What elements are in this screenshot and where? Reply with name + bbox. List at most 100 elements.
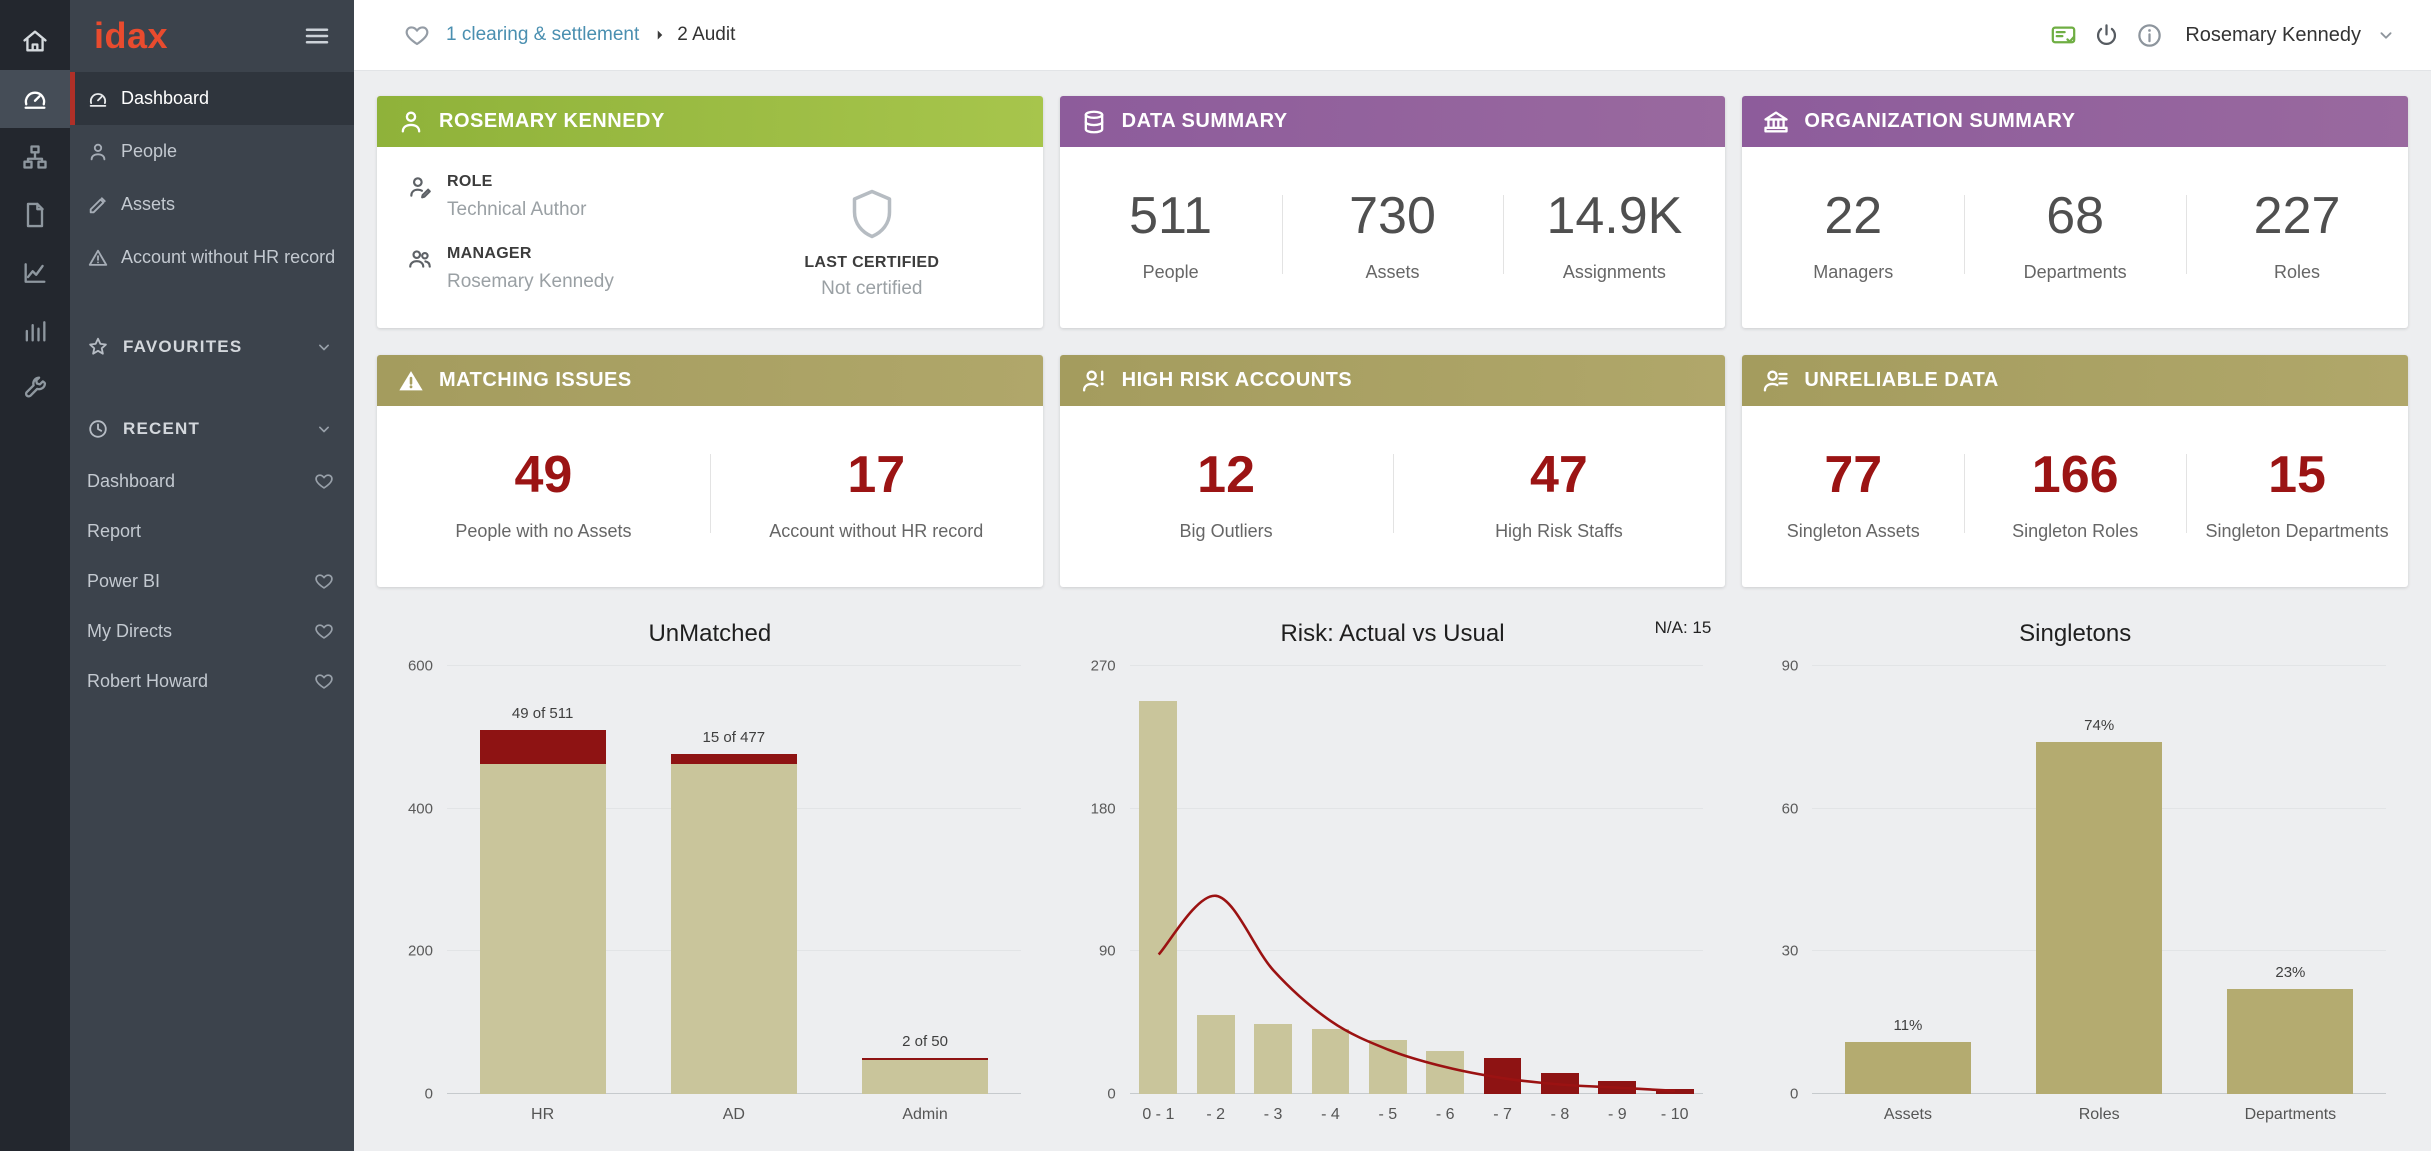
y-tick-label: 0 [1789,1085,1799,1103]
recent-item-label: Robert Howard [87,670,209,691]
chevron-down-icon [319,344,329,351]
recent-chevron[interactable] [314,419,334,439]
y-tick-label: 60 [1781,800,1799,818]
power-button[interactable] [2093,22,2120,49]
person-list-header-icon [1762,367,1790,395]
stat-value: 22 [1824,187,1883,245]
recent-item-my-directs[interactable]: My Directs [70,606,354,656]
x-tick-label: HR [531,1106,555,1123]
chart-plot-area: 0 30 60 90 11% 74% 23% [1782,658,2386,1103]
star-icon [89,337,107,355]
sidebar-item-account-without-hr-record[interactable]: Account without HR record [70,231,354,284]
favourites-chevron[interactable] [314,337,334,357]
people-icon [409,250,431,268]
favourites-section-header[interactable]: FAVOURITES [70,320,354,374]
heart-button[interactable] [314,671,334,691]
x-tick-label: - 6 [1435,1106,1455,1123]
stat-value: 511 [1129,187,1213,245]
stat-account-without-hr-record: 17 Account without HR record [709,439,1043,548]
heart-icon [315,474,333,489]
heart-icon [315,674,333,689]
recent-item-report[interactable]: Report [70,506,354,556]
topbar-actions [2050,22,2163,49]
unreliable-data-title: UNRELIABLE DATA [1804,369,1999,391]
pencil-icon [89,196,106,213]
recent-list: Dashboard Report Power BI My Directs Robert … [70,456,354,706]
stat-label: Big Outliers [1179,521,1273,541]
stat-label: Assignments [1562,262,1666,282]
rail-home-button[interactable] [0,12,70,70]
high-risk-stats: 12 Big Outliers 47 High Risk Staffs [1060,406,1726,587]
x-tick-label: - 2 [1206,1106,1226,1123]
stat-label: Singleton Roles [2012,521,2139,541]
certificate-button[interactable] [2050,22,2077,49]
unreliable-data-header: UNRELIABLE DATA [1742,355,2408,406]
person-alert-icon [1082,370,1104,391]
rail-line-chart-button[interactable] [0,244,70,302]
stat-departments: 68 Departments [1964,180,2186,289]
bar-ad [670,764,797,1094]
card-matching-issues: MATCHING ISSUES 49 People with no Assets 1… [377,355,1043,587]
sidebar-item-dashboard[interactable]: Dashboard [70,72,354,125]
stat-singleton-assets: 77 Singleton Assets [1742,439,1964,548]
breadcrumb-link[interactable]: 1 clearing & settlement [446,24,640,45]
heart-button[interactable] [314,571,334,591]
menu-toggle-button[interactable] [302,21,332,51]
matching-issues-stats: 49 People with no Assets 17 Account without… [377,406,1043,587]
last-certified-value: Not certified [821,277,923,299]
gauge-icon-wrap [87,88,109,110]
y-tick-label: 0 [1107,1085,1116,1103]
rail-file-button[interactable] [0,186,70,244]
data-summary-title: DATA SUMMARY [1121,110,1288,132]
user-menu[interactable]: Rosemary Kennedy [2185,23,2361,46]
breadcrumb-heart-button[interactable] [404,22,430,48]
bar-value-label: 23% [2275,964,2306,982]
stat-label: Account without HR record [769,521,984,541]
bar-ad [670,753,797,765]
stat-people-with-no-assets: 49 People with no Assets [377,439,710,548]
sidebar-item-assets[interactable]: Assets [70,178,354,231]
sidebar-item-people[interactable]: People [70,125,354,178]
stat-singleton-departments: 15 Singleton Departments [2186,439,2408,548]
x-tick-label: 0 - 1 [1142,1106,1175,1123]
rail-bar-chart-button[interactable] [0,302,70,360]
info-button[interactable] [2136,22,2163,49]
file-icon [26,202,44,228]
recent-item-label: My Directs [87,620,172,641]
profile-header-icon [397,108,425,136]
recent-item-power-bi[interactable]: Power BI [70,556,354,606]
data-summary-header: DATA SUMMARY [1059,96,1726,147]
x-tick-label: Admin [902,1106,948,1123]
chart-plot-area: 0 200 400 600 49 of 511 15 of 477 2 of 50 [408,658,1021,1103]
rail-hierarchy-button[interactable] [0,128,70,186]
y-tick-label: 90 [1098,942,1116,960]
stat-singleton-roles: 166 Singleton Roles [1964,439,2186,548]
stat-label: Assets [1365,262,1420,282]
recent-item-dashboard[interactable]: Dashboard [70,456,354,506]
recent-section-header[interactable]: RECENT [70,402,354,456]
stat-label: People [1142,262,1199,282]
high-risk-header: HIGH RISK ACCOUNTS [1059,355,1726,406]
stat-label: People with no Assets [455,521,632,541]
sidebar-item-label: Account without HR record [121,247,336,267]
person-icon-wrap [87,141,109,163]
x-tick-label: - 4 [1321,1106,1340,1123]
rail-gauge-button[interactable] [0,70,70,128]
bar-0-1 [1139,700,1178,1094]
heart-button[interactable] [314,621,334,641]
bar-value-label: 15 of 477 [702,728,766,746]
organization-summary-title: ORGANIZATION SUMMARY [1804,110,2076,132]
bar-admin [861,1059,989,1094]
heart-button[interactable] [314,471,334,491]
certificate-icon [2052,26,2076,43]
bar-6 [1426,1051,1465,1094]
power-icon [2097,23,2117,45]
x-tick-label: AD [722,1106,745,1123]
x-tick-label: - 7 [1493,1106,1512,1123]
stat-label: Managers [1813,262,1894,282]
rail-wrench-button[interactable] [0,360,70,418]
recent-item-robert-howard[interactable]: Robert Howard [70,656,354,706]
user-chevron-button[interactable] [2375,24,2397,46]
shield-icon [852,189,892,238]
stat-value: 17 [847,446,906,504]
